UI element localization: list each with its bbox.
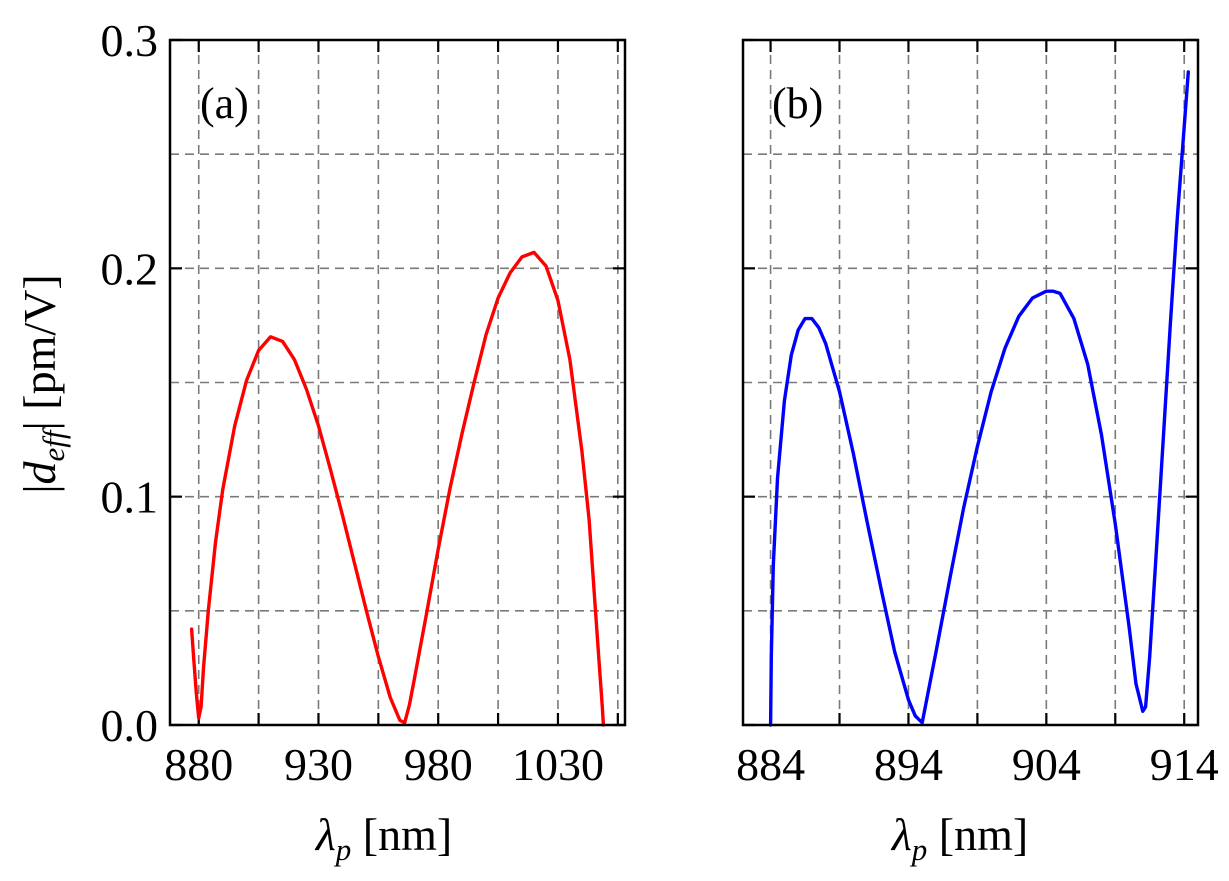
x-tick-label: 1030	[512, 739, 604, 790]
panel-a-curve	[189, 250, 606, 727]
panel-b: (b) 884 894 904 914 λp [nm]	[736, 38, 1219, 867]
panel-a-grid	[170, 40, 625, 725]
panel-a-x-axis-title: λp [nm]	[314, 809, 452, 867]
panel-a-label: (a)	[200, 79, 249, 128]
y-tick-label: 0.3	[101, 15, 159, 66]
x-tick-label: 930	[284, 739, 353, 790]
panel-a: (a) 880 930 980 1030 0.0 0.1 0.2 0.3 λp [nm]	[101, 15, 627, 867]
x-tick-label: 880	[164, 739, 233, 790]
panel-b-curve	[768, 70, 1190, 727]
y-tick-label: 0.2	[101, 243, 159, 294]
x-tick-label: 914	[1150, 739, 1219, 790]
y-tick-label: 0.1	[101, 472, 159, 523]
y-axis-title: |deff| [pm/V]	[14, 274, 71, 493]
x-tick-label: 894	[874, 739, 943, 790]
y-axis-symbol: d	[14, 460, 65, 484]
y-axis-subscript: eff	[36, 426, 71, 461]
x-tick-label: 904	[1012, 739, 1081, 790]
x-tick-label: 980	[404, 739, 473, 790]
panel-a-x-tick-labels: 880 930 980 1030	[164, 739, 604, 790]
panel-a-y-tick-labels: 0.0 0.1 0.2 0.3	[101, 15, 159, 751]
panel-b-x-tick-labels: 884 894 904 914	[736, 739, 1219, 790]
panel-b-label: (b)	[772, 79, 823, 128]
panel-b-frame	[741, 38, 1200, 727]
panel-a-frame	[168, 38, 627, 727]
panel-b-grid	[743, 40, 1198, 725]
x-tick-label: 884	[736, 739, 805, 790]
y-tick-label: 0.0	[101, 700, 159, 751]
panel-b-x-axis-title: λp [nm]	[890, 809, 1028, 867]
